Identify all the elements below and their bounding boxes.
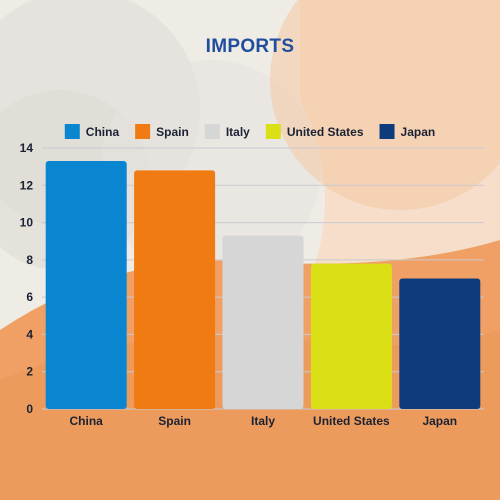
- bar-japan: [399, 278, 481, 409]
- legend: China Spain Italy United States Japan: [64, 124, 436, 139]
- legend-swatch-china: [64, 124, 80, 139]
- y-tick-label: 0: [26, 402, 33, 416]
- bar-united-states: [310, 263, 392, 409]
- y-tick-label: 2: [26, 365, 33, 379]
- legend-label-italy: Italy: [226, 125, 250, 139]
- legend-swatch-japan: [379, 124, 395, 139]
- y-tick-label: 6: [26, 290, 33, 304]
- x-tick-label: Spain: [158, 414, 191, 428]
- x-tick-label: Italy: [251, 414, 275, 428]
- x-axis: China Spain Italy United States Japan: [70, 414, 458, 428]
- bar-china: [45, 161, 127, 409]
- legend-label-japan: Japan: [401, 125, 436, 139]
- bar-italy: [222, 235, 304, 409]
- bars: [45, 161, 481, 409]
- y-tick-label: 10: [20, 216, 34, 230]
- y-tick-label: 14: [20, 141, 34, 155]
- x-tick-label: Japan: [422, 414, 457, 428]
- y-tick-label: 12: [20, 178, 34, 192]
- y-axis: 0 2 4 6 8 10 12 14: [20, 141, 34, 416]
- legend-label-united-states: United States: [287, 125, 364, 139]
- legend-swatch-italy: [204, 124, 220, 139]
- x-tick-label: China: [70, 414, 104, 428]
- y-tick-label: 8: [26, 253, 33, 267]
- legend-label-spain: Spain: [156, 125, 189, 139]
- legend-label-china: China: [86, 125, 120, 139]
- legend-swatch-spain: [135, 124, 151, 139]
- y-tick-label: 4: [26, 327, 33, 341]
- x-tick-label: United States: [313, 414, 390, 428]
- bar-spain: [134, 170, 216, 409]
- chart-title: IMPORTS: [205, 36, 295, 57]
- legend-swatch-united-states: [265, 124, 281, 139]
